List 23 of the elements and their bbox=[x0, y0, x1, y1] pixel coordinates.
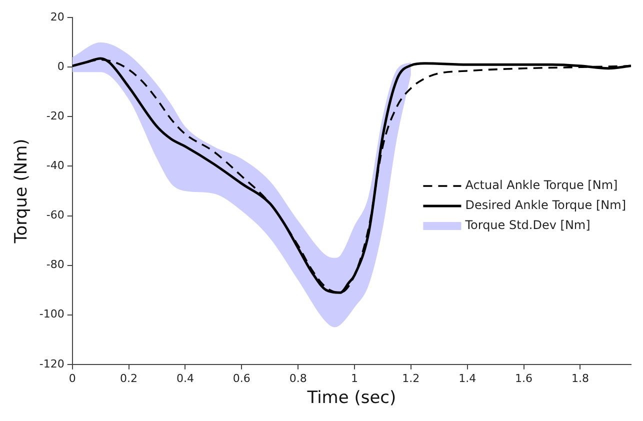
x-tick-label: 0.2 bbox=[120, 372, 138, 385]
y-tick-label: 0 bbox=[57, 60, 64, 73]
legend-label: Desired Ankle Torque [Nm] bbox=[465, 198, 626, 212]
y-tick-label: -40 bbox=[46, 159, 64, 172]
x-tick-label: 1.2 bbox=[402, 372, 420, 385]
x-tick-label: 1.4 bbox=[458, 372, 476, 385]
legend-label: Torque Std.Dev [Nm] bbox=[464, 218, 590, 232]
y-tick-label: -100 bbox=[39, 308, 64, 321]
y-tick-label: 20 bbox=[50, 10, 64, 24]
y-tick-label: -120 bbox=[39, 357, 64, 370]
x-tick-label: 1.8 bbox=[571, 372, 589, 385]
y-tick-label: -20 bbox=[46, 110, 64, 123]
x-axis-title: Time (sec) bbox=[306, 388, 396, 408]
x-tick-label: 0.6 bbox=[232, 372, 250, 385]
x-tick-label: 0.4 bbox=[176, 372, 194, 385]
y-axis-title: Torque (Nm) bbox=[12, 138, 32, 244]
x-tick-label: 0.8 bbox=[289, 372, 307, 385]
x-tick-label: 1.6 bbox=[515, 372, 533, 385]
x-tick-label: 0 bbox=[68, 372, 76, 385]
y-tick-label: -60 bbox=[46, 208, 64, 222]
y-tick-label: -80 bbox=[46, 258, 64, 272]
legend-label: Actual Ankle Torque [Nm] bbox=[465, 178, 618, 192]
x-tick-label: 1 bbox=[351, 372, 358, 385]
